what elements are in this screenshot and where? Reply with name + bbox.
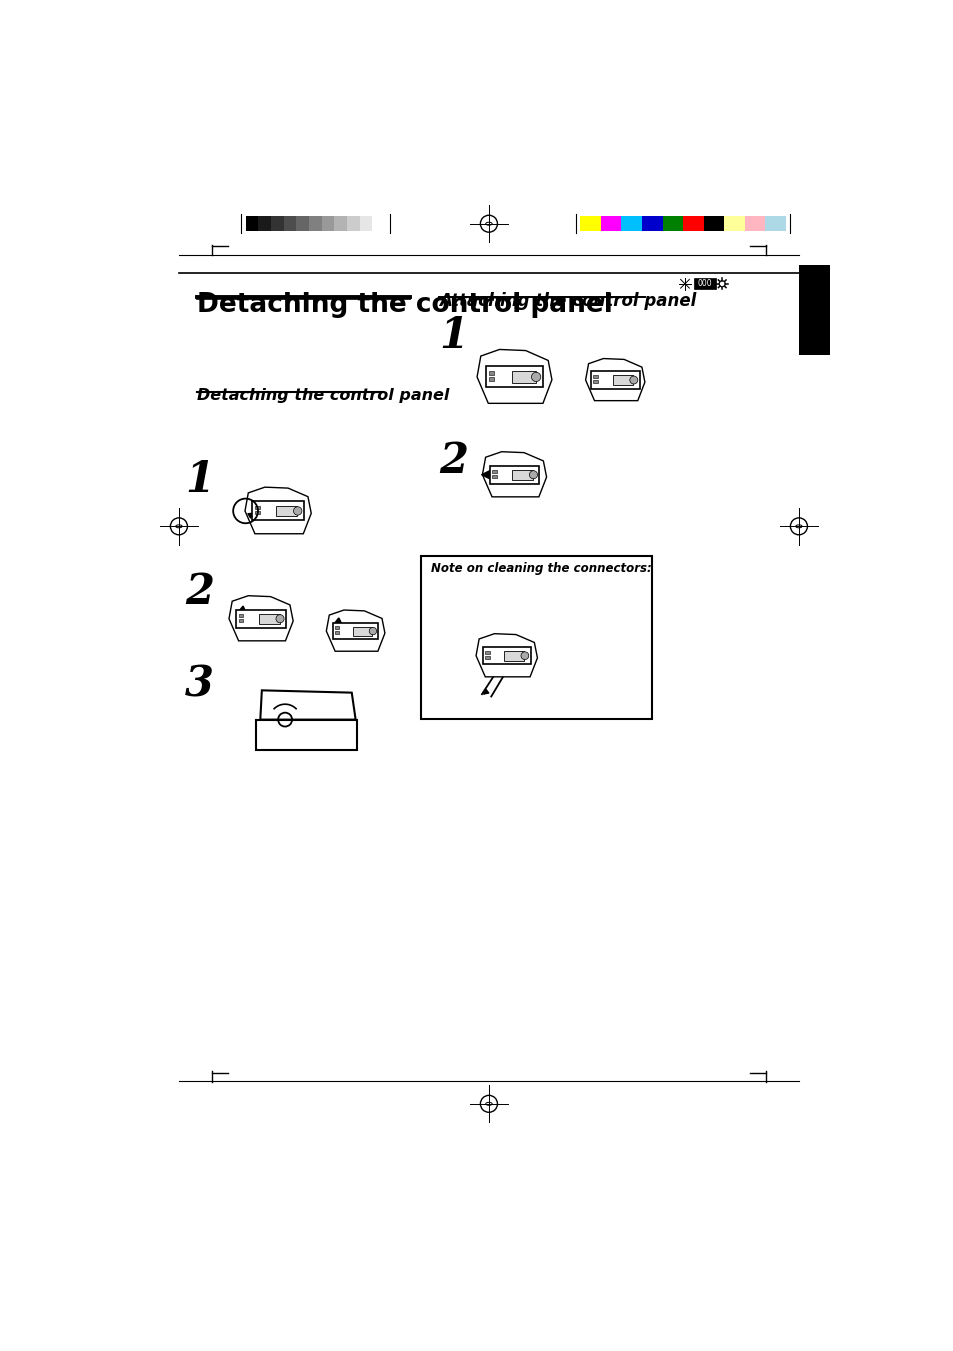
Text: 2: 2 xyxy=(185,571,213,613)
Text: Detaching the control panel: Detaching the control panel xyxy=(196,292,612,319)
Bar xyxy=(764,216,785,231)
Text: 3: 3 xyxy=(185,663,213,705)
Bar xyxy=(600,216,620,231)
Circle shape xyxy=(520,651,528,659)
Bar xyxy=(353,627,372,636)
Bar xyxy=(334,216,347,231)
Bar xyxy=(296,216,309,231)
Bar xyxy=(798,265,829,355)
Bar xyxy=(682,216,703,231)
Polygon shape xyxy=(476,634,537,677)
Text: 2: 2 xyxy=(439,440,468,482)
Text: Attaching the control panel: Attaching the control panel xyxy=(439,292,696,311)
Circle shape xyxy=(275,615,284,623)
Polygon shape xyxy=(260,690,355,720)
Bar xyxy=(492,470,496,473)
Bar xyxy=(372,216,385,231)
Bar xyxy=(245,216,258,231)
Bar xyxy=(703,216,723,231)
Polygon shape xyxy=(476,350,552,404)
Bar xyxy=(661,216,682,231)
Bar xyxy=(489,466,538,484)
Bar xyxy=(593,380,597,384)
Circle shape xyxy=(629,376,638,384)
Bar xyxy=(485,366,542,388)
Bar xyxy=(238,619,243,621)
Bar xyxy=(620,216,641,231)
Bar xyxy=(335,631,339,634)
Circle shape xyxy=(294,507,301,515)
Bar xyxy=(421,555,651,719)
Polygon shape xyxy=(482,451,546,497)
Polygon shape xyxy=(326,611,384,651)
Text: Note on cleaning the connectors:: Note on cleaning the connectors: xyxy=(431,562,651,574)
Bar xyxy=(335,627,339,630)
Bar xyxy=(744,216,764,231)
Text: Detaching the control panel: Detaching the control panel xyxy=(196,388,449,403)
Bar xyxy=(275,505,297,516)
Bar xyxy=(485,651,489,654)
Bar xyxy=(256,720,356,750)
Circle shape xyxy=(369,627,376,635)
Bar xyxy=(254,505,259,509)
Text: 000: 000 xyxy=(697,280,712,288)
Bar xyxy=(511,372,535,382)
Bar xyxy=(309,216,321,231)
Bar xyxy=(271,216,283,231)
Text: 1: 1 xyxy=(439,315,468,357)
Bar xyxy=(321,216,334,231)
Bar xyxy=(579,216,600,231)
Bar xyxy=(492,474,496,478)
Bar xyxy=(723,216,744,231)
Text: 1: 1 xyxy=(185,459,213,501)
Bar xyxy=(283,216,296,231)
Bar xyxy=(482,647,530,665)
Bar xyxy=(238,613,243,617)
Bar xyxy=(488,372,494,374)
Bar xyxy=(258,613,279,624)
Bar xyxy=(641,216,661,231)
Bar xyxy=(347,216,359,231)
Bar xyxy=(488,377,494,381)
Bar xyxy=(258,216,271,231)
Bar xyxy=(254,511,259,515)
Bar xyxy=(236,609,286,628)
Bar xyxy=(253,501,304,520)
Bar xyxy=(512,470,533,480)
Bar xyxy=(333,623,378,639)
Bar xyxy=(612,376,633,385)
Bar xyxy=(485,655,489,659)
Bar xyxy=(504,651,524,661)
Bar xyxy=(593,376,597,378)
Circle shape xyxy=(531,373,540,381)
Polygon shape xyxy=(229,596,293,640)
Bar xyxy=(590,372,639,389)
Bar xyxy=(694,278,716,289)
Polygon shape xyxy=(245,488,311,534)
Bar xyxy=(359,216,372,231)
Polygon shape xyxy=(585,358,644,401)
Circle shape xyxy=(529,470,537,478)
